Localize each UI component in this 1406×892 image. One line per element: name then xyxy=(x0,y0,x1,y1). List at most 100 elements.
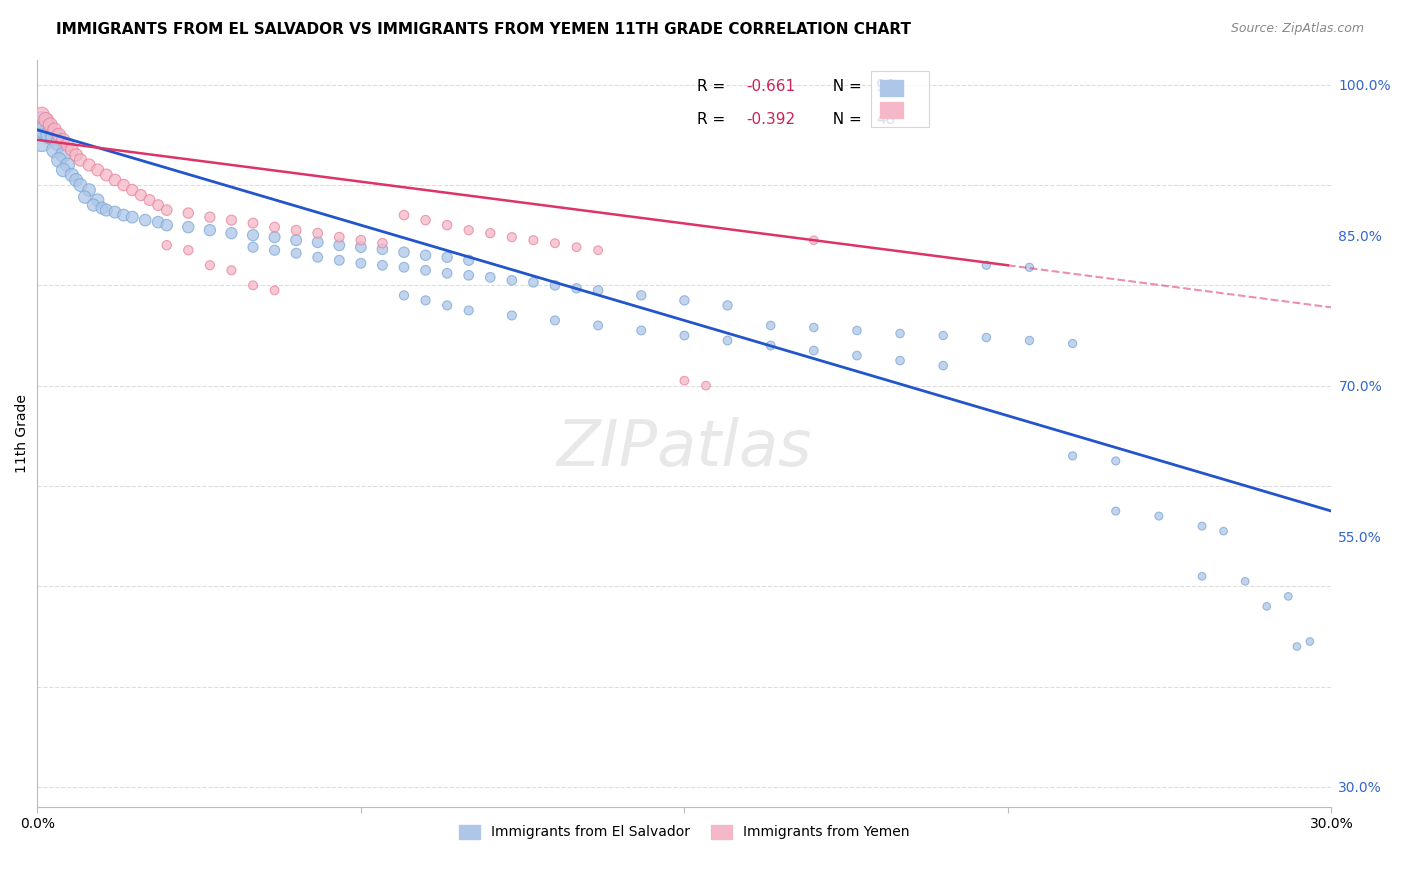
Point xyxy=(31,108,53,122)
Point xyxy=(91,201,114,215)
Point xyxy=(177,244,200,258)
Point xyxy=(77,183,100,197)
Point xyxy=(221,263,243,277)
Point xyxy=(415,213,437,227)
Point xyxy=(177,220,200,235)
Text: R =: R = xyxy=(697,79,731,94)
Point xyxy=(479,226,502,240)
Point xyxy=(285,246,308,260)
Point xyxy=(60,168,83,182)
Point xyxy=(35,112,58,127)
Point xyxy=(134,213,156,227)
Point xyxy=(156,218,179,232)
Text: 90: 90 xyxy=(876,79,896,94)
Point xyxy=(44,143,66,157)
Point xyxy=(457,253,479,268)
Point xyxy=(695,378,717,392)
Point xyxy=(889,326,911,341)
Text: Source: ZipAtlas.com: Source: ZipAtlas.com xyxy=(1230,22,1364,36)
Point xyxy=(479,270,502,285)
Point xyxy=(96,203,118,218)
Point xyxy=(932,359,955,373)
Point xyxy=(673,328,696,343)
Point xyxy=(121,183,143,197)
Point xyxy=(44,123,66,137)
Point xyxy=(198,258,221,272)
Point xyxy=(198,210,221,224)
Point xyxy=(48,136,70,150)
Point xyxy=(121,210,143,224)
Point xyxy=(1212,524,1234,538)
Point xyxy=(39,118,62,132)
Point xyxy=(586,284,609,298)
Text: -0.661: -0.661 xyxy=(747,79,796,94)
Point xyxy=(565,240,588,254)
Point xyxy=(104,173,127,187)
Point xyxy=(77,158,100,172)
Point xyxy=(350,256,373,270)
Point xyxy=(932,328,955,343)
Point xyxy=(146,198,169,212)
Point xyxy=(52,163,75,178)
Point xyxy=(263,244,285,258)
Point xyxy=(415,293,437,308)
Point xyxy=(522,276,544,290)
Point xyxy=(392,208,415,222)
Point xyxy=(457,268,479,283)
Point xyxy=(328,230,350,244)
Point xyxy=(263,284,285,298)
Point xyxy=(242,240,264,254)
Point xyxy=(242,216,264,230)
Point xyxy=(501,309,523,323)
Point xyxy=(35,123,58,137)
Point xyxy=(436,298,458,312)
Point xyxy=(221,226,243,240)
Point xyxy=(31,133,53,147)
Point xyxy=(803,343,825,358)
Point xyxy=(198,223,221,237)
Point xyxy=(845,324,868,338)
Point xyxy=(87,193,110,207)
Point xyxy=(976,258,998,272)
Point xyxy=(415,263,437,277)
Point xyxy=(436,266,458,280)
Point xyxy=(415,248,437,262)
Point xyxy=(65,173,87,187)
Point xyxy=(307,250,329,264)
Point xyxy=(630,288,652,302)
Text: ZIPatlas: ZIPatlas xyxy=(557,417,813,479)
Point xyxy=(436,218,458,232)
Point xyxy=(285,233,308,247)
Point xyxy=(371,236,394,251)
Point xyxy=(1147,509,1170,524)
Point xyxy=(630,324,652,338)
Point xyxy=(328,238,350,252)
Point xyxy=(889,353,911,368)
Text: -0.392: -0.392 xyxy=(747,112,796,127)
Point xyxy=(392,260,415,275)
Point xyxy=(1105,454,1128,468)
Text: IMMIGRANTS FROM EL SALVADOR VS IMMIGRANTS FROM YEMEN 11TH GRADE CORRELATION CHAR: IMMIGRANTS FROM EL SALVADOR VS IMMIGRANT… xyxy=(56,22,911,37)
Point xyxy=(56,137,79,152)
Point xyxy=(392,245,415,260)
Point xyxy=(457,223,479,237)
Text: 48: 48 xyxy=(876,112,896,127)
Point xyxy=(1062,336,1084,351)
Point xyxy=(307,235,329,250)
Point xyxy=(48,128,70,142)
Point xyxy=(565,281,588,295)
Point xyxy=(1191,519,1213,533)
Point xyxy=(522,233,544,247)
Point xyxy=(242,228,264,243)
Point xyxy=(87,163,110,178)
Point xyxy=(56,158,79,172)
Point xyxy=(1018,334,1040,348)
Point xyxy=(759,338,782,352)
Point xyxy=(1299,634,1322,648)
Point xyxy=(156,203,179,218)
Point xyxy=(350,233,373,247)
Point xyxy=(716,334,738,348)
Point xyxy=(1256,599,1278,614)
Point xyxy=(1285,640,1308,654)
Point xyxy=(1191,569,1213,583)
